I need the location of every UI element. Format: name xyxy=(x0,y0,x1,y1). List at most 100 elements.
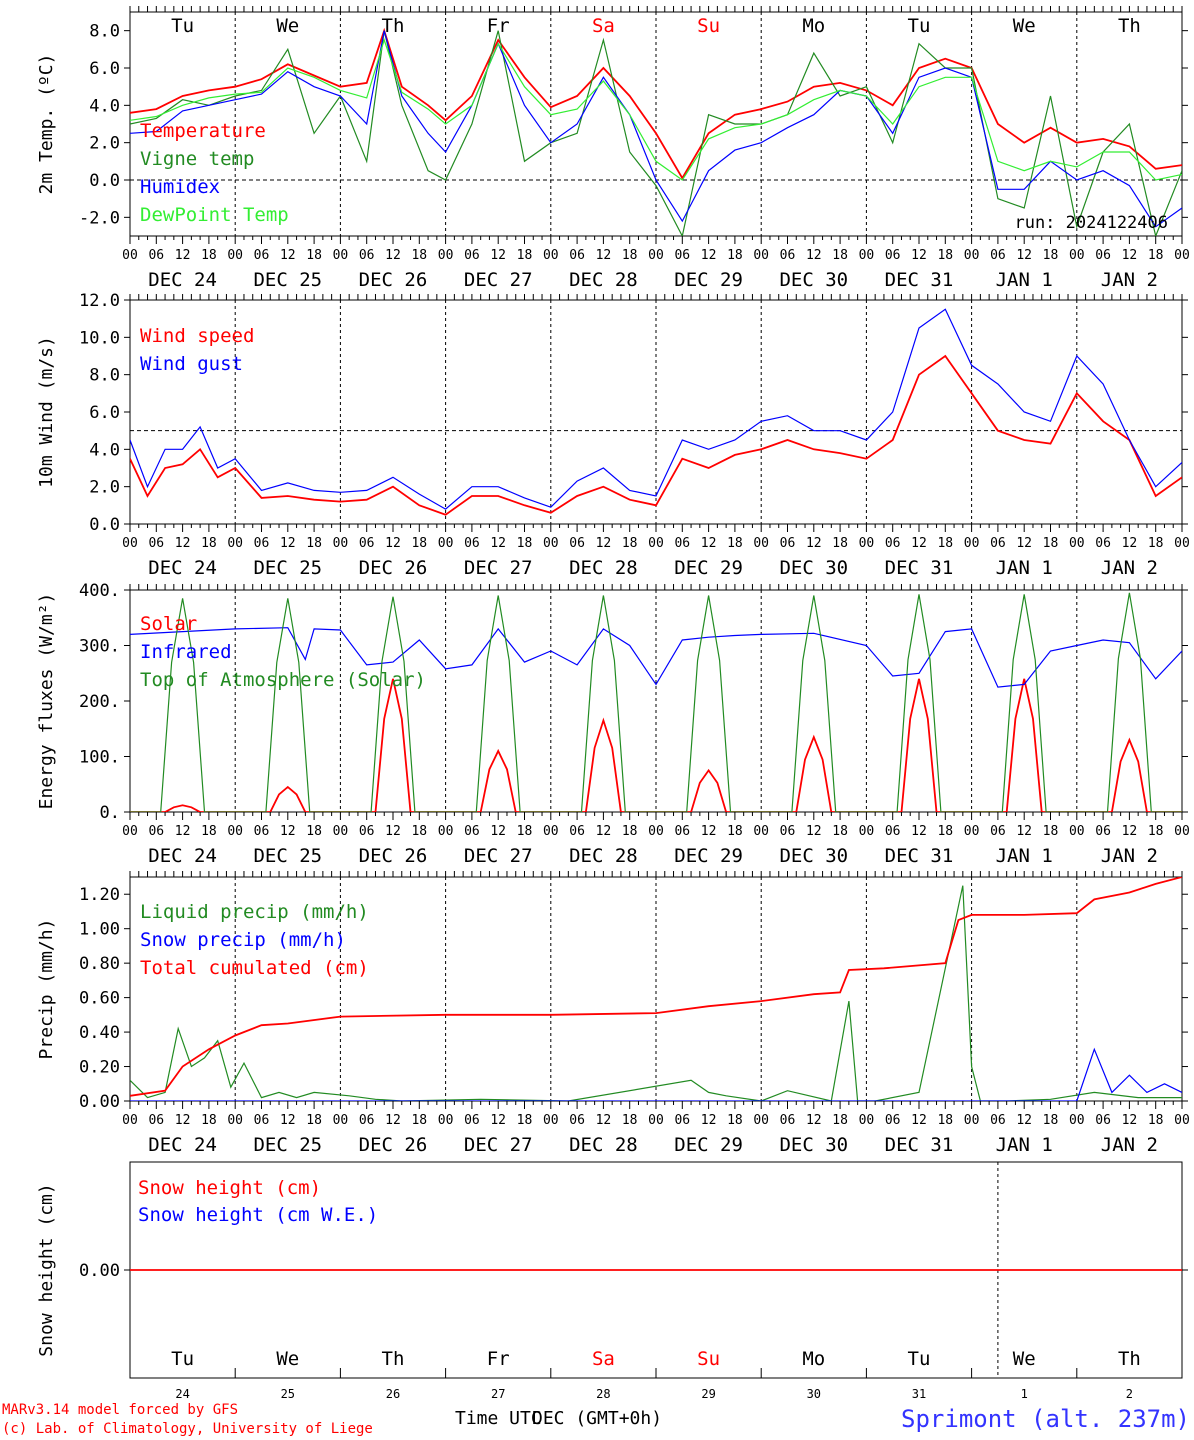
x-hour-label: 00 xyxy=(648,248,664,263)
x-hour-label: 00 xyxy=(543,1113,559,1128)
x-date-label: DEC 25 xyxy=(253,269,322,291)
x-date-label: DEC 25 xyxy=(253,1134,322,1156)
x-hour-label: 00 xyxy=(753,824,769,839)
x-hour-label: 06 xyxy=(780,1113,796,1128)
x-hour-label: 00 xyxy=(753,248,769,263)
x-date-label: DEC 29 xyxy=(674,557,743,579)
series-group xyxy=(130,308,1182,516)
x-date-label: DEC 31 xyxy=(885,557,954,579)
day-number-label: 29 xyxy=(701,1387,715,1401)
x-hour-label: 06 xyxy=(569,536,585,551)
x-hour-label: 12 xyxy=(490,824,506,839)
series-line-2-1 xyxy=(130,354,1182,516)
x-hour-label: 06 xyxy=(674,536,690,551)
x-hour-label: 06 xyxy=(990,536,1006,551)
x-axis-title-overlap: DEC (GMT+0h) xyxy=(532,1408,662,1429)
series-line-4-1 xyxy=(130,885,1182,1101)
x-hour-label: 12 xyxy=(175,824,191,839)
x-hour-label: 18 xyxy=(622,824,638,839)
legend-entry: Wind speed xyxy=(140,325,254,347)
legend-entry: Solar xyxy=(140,613,197,635)
y-tick-label: 100. xyxy=(79,748,120,768)
x-hour-label: 12 xyxy=(596,824,612,839)
x-hour-label: 18 xyxy=(1148,1113,1164,1128)
x-hour-label: 00 xyxy=(333,536,349,551)
x-hour-label: 00 xyxy=(543,248,559,263)
weekday-label: We xyxy=(276,15,299,37)
x-hour-label: 06 xyxy=(359,1113,375,1128)
x-hour-label: 00 xyxy=(543,824,559,839)
x-hour-label: 12 xyxy=(385,1113,401,1128)
x-hour-label: 12 xyxy=(806,824,822,839)
x-hour-label: 06 xyxy=(254,536,270,551)
x-hour-label: 18 xyxy=(622,1113,638,1128)
panel-1: 00 06 12 18 DEC 24 00 06 12 18 DEC 25 00 06 12 18 DEC … xyxy=(36,6,1190,291)
x-hour-label: 06 xyxy=(569,248,585,263)
x-hour-label: 12 xyxy=(806,1113,822,1128)
panel-2: 00 06 12 18 DEC 24 00 06 12 18 DEC 25 00 06 12 18 DEC … xyxy=(36,291,1190,579)
y-tick-label: 1.00 xyxy=(79,920,120,940)
legend-entry: Liquid precip (mm/h) xyxy=(140,901,369,923)
y-tick-label: 4.0 xyxy=(89,440,120,460)
y-tick-label: 8.0 xyxy=(89,22,120,42)
x-date-label: JAN 2 xyxy=(1101,1134,1158,1156)
x-hour-label: 00 xyxy=(1174,1113,1190,1128)
x-hour-label: 12 xyxy=(806,248,822,263)
series-line-4-3 xyxy=(130,877,1182,1097)
x-hour-label: 00 xyxy=(1174,536,1190,551)
x-hour-label: 12 xyxy=(175,248,191,263)
x-hour-label: 06 xyxy=(464,248,480,263)
series-group xyxy=(130,877,1182,1101)
x-hour-label: 06 xyxy=(1095,824,1111,839)
x-hour-label: 00 xyxy=(753,1113,769,1128)
x-date-label: DEC 25 xyxy=(253,557,322,579)
x-hour-label: 00 xyxy=(648,1113,664,1128)
y-tick-label: 400. xyxy=(79,581,120,601)
series-line-3-1 xyxy=(130,678,1182,812)
x-hour-label: 12 xyxy=(1122,536,1138,551)
x-hour-label: 06 xyxy=(674,824,690,839)
y-tick-label: 200. xyxy=(79,692,120,712)
x-hour-label: 18 xyxy=(937,1113,953,1128)
legend-entry: Infrared xyxy=(140,641,232,663)
series-group xyxy=(130,592,1182,812)
x-date-label: JAN 1 xyxy=(996,1134,1053,1156)
x-hour-label: 12 xyxy=(175,536,191,551)
x-date-label: DEC 31 xyxy=(885,845,954,867)
x-hour-label: 06 xyxy=(885,248,901,263)
x-axis-title: Time UTC xyxy=(455,1408,542,1429)
x-hour-label: 12 xyxy=(280,248,296,263)
y-tick-label: 300. xyxy=(79,637,120,657)
x-hour-label: 12 xyxy=(1016,536,1032,551)
x-hour-label: 06 xyxy=(674,1113,690,1128)
y-axis-label: 2m Temp. (ºC) xyxy=(36,54,57,195)
x-hour-label: 00 xyxy=(964,1113,980,1128)
x-date-label: DEC 26 xyxy=(359,269,428,291)
x-hour-label: 18 xyxy=(832,1113,848,1128)
weekday-label: Fr xyxy=(487,1348,510,1370)
x-hour-label: 06 xyxy=(569,1113,585,1128)
weekday-label: We xyxy=(1013,1348,1036,1370)
weekday-label: Tu xyxy=(171,15,194,37)
y-tick-label: 0.00 xyxy=(79,1092,120,1112)
x-hour-label: 12 xyxy=(1122,1113,1138,1128)
x-hour-label: 12 xyxy=(911,536,927,551)
x-hour-label: 12 xyxy=(490,248,506,263)
x-hour-label: 12 xyxy=(911,1113,927,1128)
y-axis-label: Energy fluxes (W/m²) xyxy=(36,593,57,810)
legend-entry: Top of Atmosphere (Solar) xyxy=(140,669,426,691)
x-hour-label: 00 xyxy=(227,824,243,839)
x-hour-label: 00 xyxy=(543,536,559,551)
x-hour-label: 18 xyxy=(1148,824,1164,839)
x-hour-label: 00 xyxy=(859,248,875,263)
x-hour-label: 18 xyxy=(1148,536,1164,551)
day-number-label: 25 xyxy=(281,1387,295,1401)
legend-entry: Wind gust xyxy=(140,353,243,375)
x-hour-label: 18 xyxy=(622,248,638,263)
y-tick-label: 0.60 xyxy=(79,989,120,1009)
y-tick-label: 8.0 xyxy=(89,366,120,386)
x-hour-label: 18 xyxy=(517,536,533,551)
x-hour-label: 00 xyxy=(859,824,875,839)
x-date-label: DEC 24 xyxy=(148,845,217,867)
